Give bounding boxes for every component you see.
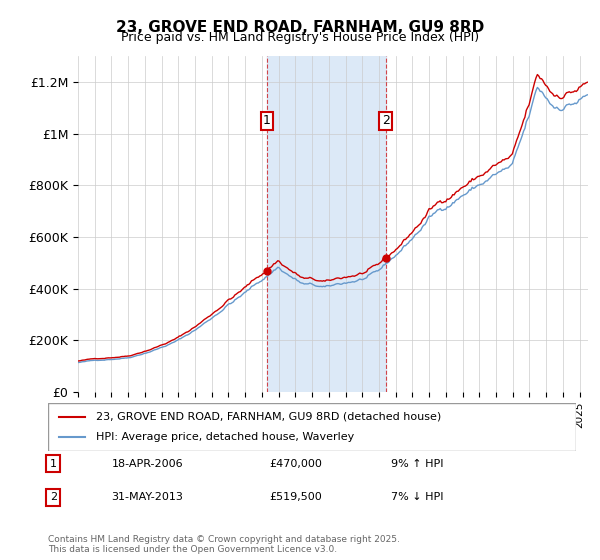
Text: 2: 2 bbox=[382, 114, 389, 127]
Text: Price paid vs. HM Land Registry's House Price Index (HPI): Price paid vs. HM Land Registry's House … bbox=[121, 31, 479, 44]
Text: 2: 2 bbox=[50, 492, 57, 502]
Bar bbox=[267, 56, 386, 392]
Text: 9% ↑ HPI: 9% ↑ HPI bbox=[391, 459, 444, 469]
Text: Contains HM Land Registry data © Crown copyright and database right 2025.
This d: Contains HM Land Registry data © Crown c… bbox=[48, 535, 400, 554]
Text: 7% ↓ HPI: 7% ↓ HPI bbox=[391, 492, 444, 502]
Text: 23, GROVE END ROAD, FARNHAM, GU9 8RD (detached house): 23, GROVE END ROAD, FARNHAM, GU9 8RD (de… bbox=[95, 412, 441, 422]
Text: £470,000: £470,000 bbox=[270, 459, 323, 469]
Text: HPI: Average price, detached house, Waverley: HPI: Average price, detached house, Wave… bbox=[95, 432, 354, 442]
Text: £519,500: £519,500 bbox=[270, 492, 323, 502]
FancyBboxPatch shape bbox=[48, 403, 576, 451]
Text: 31-MAY-2013: 31-MAY-2013 bbox=[112, 492, 183, 502]
Text: 18-APR-2006: 18-APR-2006 bbox=[112, 459, 183, 469]
Text: 23, GROVE END ROAD, FARNHAM, GU9 8RD: 23, GROVE END ROAD, FARNHAM, GU9 8RD bbox=[116, 20, 484, 35]
Text: 1: 1 bbox=[263, 114, 271, 127]
Text: 1: 1 bbox=[50, 459, 57, 469]
